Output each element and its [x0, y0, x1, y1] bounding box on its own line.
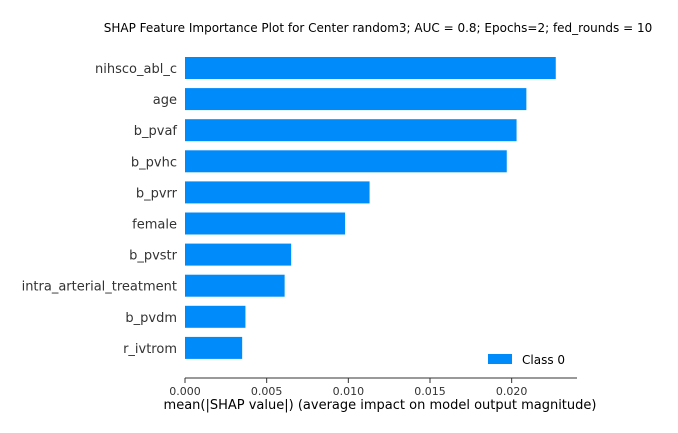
bar-age — [185, 88, 527, 111]
x-ticks: 0.000 0.005 0.010 0.015 0.020 — [169, 378, 527, 398]
bar-b-pvhc — [185, 150, 507, 173]
category-label: intra_arterial_treatment — [22, 280, 177, 295]
x-tick-label: 0.005 — [251, 385, 283, 398]
legend: Class 0 — [488, 353, 565, 367]
x-tick-label: 0.010 — [333, 385, 365, 398]
category-label: r_ivtrom — [123, 342, 177, 357]
x-axis-label: mean(|SHAP value|) (average impact on mo… — [164, 398, 597, 413]
category-label: b_pvrr — [136, 186, 178, 201]
bar-r-ivtrom — [185, 336, 243, 359]
legend-swatch — [488, 354, 512, 364]
x-tick-label: 0.015 — [414, 385, 446, 398]
bar-intra-arterial-treatment — [185, 274, 285, 297]
category-label: b_pvdm — [125, 311, 177, 326]
bars-group — [185, 57, 556, 359]
category-label: b_pvstr — [129, 249, 178, 264]
bar-b-pvaf — [185, 119, 517, 142]
bar-female — [185, 212, 346, 235]
bar-b-pvrr — [185, 181, 370, 204]
bar-b-pvdm — [185, 305, 246, 328]
bar-nihsco-abl-c — [185, 57, 556, 79]
category-label: b_pvhc — [131, 155, 177, 170]
category-label: female — [132, 218, 177, 233]
category-label: nihsco_abl_c — [95, 62, 177, 77]
bar-b-pvstr — [185, 243, 292, 266]
legend-label-class-0: Class 0 — [522, 353, 565, 367]
category-label: age — [153, 93, 177, 108]
x-tick-label: 0.000 — [169, 385, 201, 398]
x-tick-label: 0.020 — [496, 385, 528, 398]
chart-title: SHAP Feature Importance Plot for Center … — [104, 21, 652, 35]
category-label: b_pvaf — [134, 124, 178, 139]
